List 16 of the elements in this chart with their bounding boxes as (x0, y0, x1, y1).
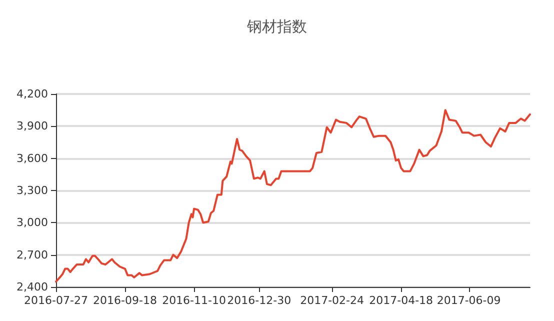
y-tick-label: 3,600 (16, 152, 48, 165)
chart-title: 钢材指数 (246, 18, 307, 36)
x-tick-label: 2016-09-18 (93, 294, 157, 307)
y-tick-label: 3,000 (16, 216, 48, 230)
y-tick-label: 3,300 (16, 184, 48, 197)
x-tick-label: 2016-12-30 (227, 294, 292, 307)
x-tick-label: 2016-07-27 (24, 294, 88, 307)
y-tick-label: 2,700 (16, 248, 48, 262)
line-series (55, 109, 531, 283)
y-tick-label: 4,200 (16, 88, 48, 100)
x-tick-label: 2017-04-18 (369, 294, 434, 307)
x-tick-label: 2017-02-24 (300, 294, 364, 307)
y-tick-label: 2,400 (16, 280, 48, 294)
x-tick-label: 2017-06-09 (436, 294, 501, 307)
y-tick-label: 3,900 (16, 120, 48, 133)
x-tick-label: 2016-11-10 (162, 294, 226, 307)
